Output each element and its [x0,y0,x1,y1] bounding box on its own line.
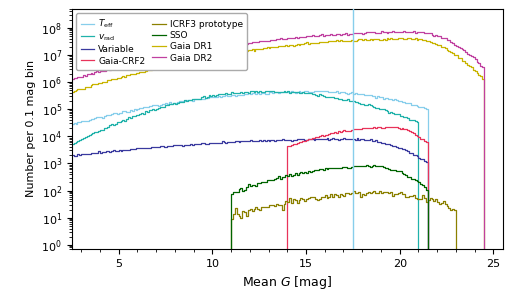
Gaia DR2 [410,30,416,33]
Variable [211,141,218,145]
$v_{\mathrm{rad}}$ [78,137,84,141]
Line: Gaia DR2: Gaia DR2 [63,31,510,293]
$T_{\mathrm{eff}}$ [89,117,95,121]
Line: Gaia-CRF2: Gaia-CRF2 [63,127,510,293]
Y-axis label: Number per 0.1 mag bin: Number per 0.1 mag bin [26,60,36,197]
$T_{\mathrm{eff}}$ [60,125,66,128]
Gaia DR2 [477,64,483,67]
Variable [89,151,95,155]
Gaia DR2 [131,62,137,66]
Line: Variable: Variable [63,138,510,293]
$v_{\mathrm{rad}}$ [89,131,95,134]
$v_{\mathrm{rad}}$ [211,94,218,98]
Gaia DR2 [211,46,218,49]
Gaia DR1 [477,74,483,78]
Variable [78,152,84,156]
Gaia-CRF2 [356,127,362,131]
ICRF3 prototype [356,191,362,194]
$v_{\mathrm{rad}}$ [60,147,66,151]
Gaia DR2 [60,79,66,82]
$T_{\mathrm{eff}}$ [131,108,137,111]
Gaia DR1 [60,92,66,96]
Gaia DR1 [356,38,362,41]
Line: Gaia DR1: Gaia DR1 [63,38,510,293]
$T_{\mathrm{eff}}$ [78,120,84,123]
Variable [357,137,363,141]
ICRF3 prototype [376,190,382,193]
Line: $v_{\mathrm{rad}}$: $v_{\mathrm{rad}}$ [63,91,510,293]
Gaia DR1 [131,73,137,76]
Line: SSO: SSO [63,165,510,293]
Gaia DR2 [89,73,95,76]
Gaia DR1 [78,87,84,91]
Gaia DR2 [78,75,84,78]
SSO [363,163,369,167]
Variable [131,147,137,150]
Variable [60,156,66,159]
Line: $T_{\mathrm{eff}}$: $T_{\mathrm{eff}}$ [63,91,510,293]
$T_{\mathrm{eff}}$ [211,95,218,98]
Gaia DR2 [356,31,362,35]
Gaia DR1 [89,83,95,86]
SSO [356,164,362,168]
$v_{\mathrm{rad}}$ [357,102,363,105]
Variable [324,136,330,140]
X-axis label: Mean $G$ [mag]: Mean $G$ [mag] [242,274,332,291]
$T_{\mathrm{eff}}$ [357,92,363,96]
$v_{\mathrm{rad}}$ [252,89,259,92]
Line: ICRF3 prototype: ICRF3 prototype [63,191,510,293]
Gaia DR1 [387,36,393,40]
$v_{\mathrm{rad}}$ [131,114,137,118]
Gaia-CRF2 [384,125,390,128]
Legend: $T_{\mathrm{eff}}$, $v_{\mathrm{rad}}$, Variable, Gaia-CRF2, ICRF3 prototype, SS: $T_{\mathrm{eff}}$, $v_{\mathrm{rad}}$, … [76,13,247,70]
$T_{\mathrm{eff}}$ [301,89,307,92]
Gaia DR1 [211,55,218,58]
